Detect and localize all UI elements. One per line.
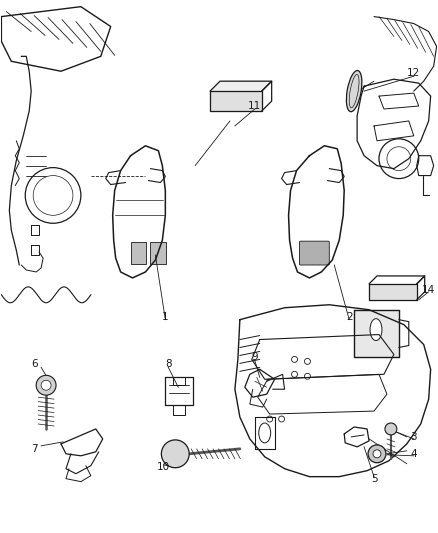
Circle shape	[36, 375, 56, 395]
Circle shape	[161, 440, 189, 468]
Text: 14: 14	[422, 285, 435, 295]
Text: 2: 2	[346, 312, 353, 322]
Text: 8: 8	[165, 359, 172, 369]
Ellipse shape	[370, 319, 382, 341]
Text: 10: 10	[157, 462, 170, 472]
Bar	[150, 242, 166, 264]
Circle shape	[373, 450, 381, 458]
Polygon shape	[210, 81, 272, 91]
Text: 12: 12	[407, 68, 420, 78]
Ellipse shape	[346, 70, 362, 112]
Text: 11: 11	[248, 101, 261, 111]
Text: 1: 1	[162, 312, 169, 322]
Circle shape	[41, 380, 51, 390]
Circle shape	[368, 445, 386, 463]
Text: 6: 6	[31, 359, 38, 369]
Text: 4: 4	[410, 449, 417, 459]
FancyBboxPatch shape	[300, 241, 329, 265]
Polygon shape	[210, 91, 262, 111]
Text: 5: 5	[371, 474, 377, 483]
Polygon shape	[369, 284, 417, 300]
Polygon shape	[354, 310, 399, 358]
Text: 9: 9	[251, 352, 258, 362]
Text: 7: 7	[31, 444, 38, 454]
Circle shape	[385, 423, 397, 435]
Text: 3: 3	[410, 432, 417, 442]
Bar	[131, 242, 146, 264]
